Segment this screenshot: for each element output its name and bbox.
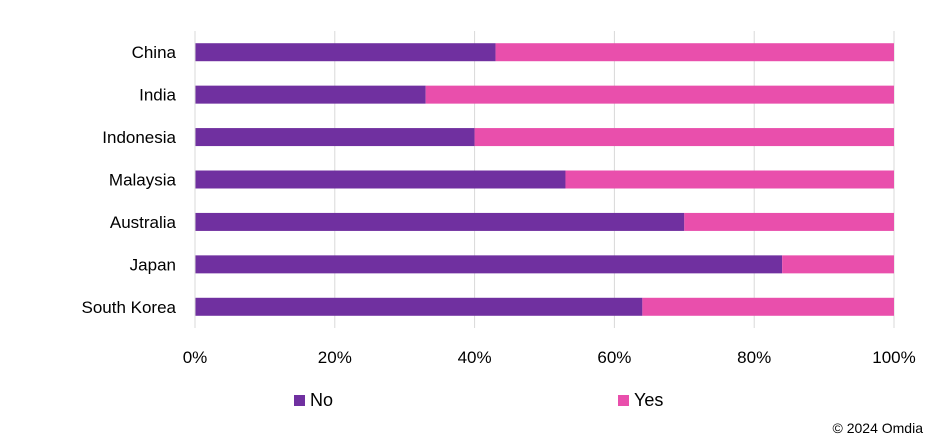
category-label: South Korea xyxy=(81,298,176,317)
bar-no xyxy=(195,212,685,231)
category-label: India xyxy=(139,86,176,105)
bar-no xyxy=(195,43,496,62)
x-tick-label: 40% xyxy=(458,348,492,367)
bar-no xyxy=(195,255,783,274)
bar-yes xyxy=(684,212,894,231)
bar-no xyxy=(195,170,566,189)
bar-yes xyxy=(782,255,894,274)
legend-swatch-no xyxy=(294,395,305,406)
x-tick-label: 20% xyxy=(318,348,352,367)
bar-yes xyxy=(425,85,894,104)
legend: No Yes xyxy=(0,390,939,412)
legend-item-no: No xyxy=(294,390,333,411)
bar-yes xyxy=(642,297,894,316)
bar-no xyxy=(195,128,475,147)
x-tick-label: 80% xyxy=(737,348,771,367)
category-label: Australia xyxy=(110,213,177,232)
bar-no xyxy=(195,85,426,104)
bar-yes xyxy=(495,43,894,62)
x-tick-label: 60% xyxy=(597,348,631,367)
legend-item-yes: Yes xyxy=(618,390,663,411)
legend-label-yes: Yes xyxy=(634,390,664,410)
bar-yes xyxy=(565,170,894,189)
category-label: Indonesia xyxy=(102,128,176,147)
bar-yes xyxy=(474,128,894,147)
x-tick-label: 0% xyxy=(183,348,208,367)
legend-label-no: No xyxy=(310,390,334,410)
category-label: China xyxy=(132,43,177,62)
bar-no xyxy=(195,297,643,316)
category-label: Japan xyxy=(130,255,176,274)
x-tick-label: 100% xyxy=(872,348,915,367)
legend-swatch-yes xyxy=(618,395,629,406)
copyright-notice: © 2024 Omdia xyxy=(832,420,923,436)
category-label: Malaysia xyxy=(109,171,177,190)
